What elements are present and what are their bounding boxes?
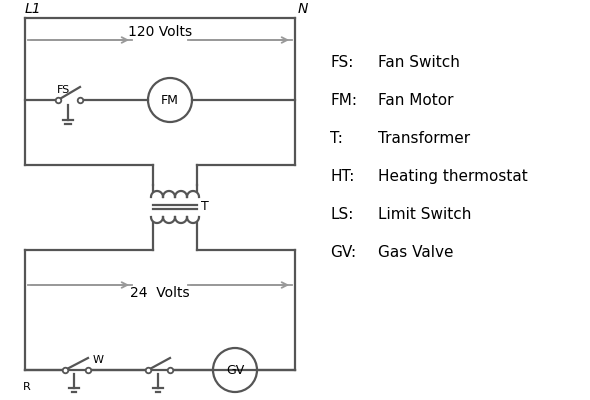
Text: 120 Volts: 120 Volts <box>128 25 192 39</box>
Text: N: N <box>298 2 309 16</box>
Text: Fan Motor: Fan Motor <box>378 93 454 108</box>
Text: 24  Volts: 24 Volts <box>130 286 190 300</box>
Text: HT:: HT: <box>330 169 355 184</box>
Text: FS: FS <box>57 85 70 95</box>
Text: Gas Valve: Gas Valve <box>378 245 454 260</box>
Text: Fan Switch: Fan Switch <box>378 55 460 70</box>
Text: T: T <box>201 200 209 214</box>
Text: GV:: GV: <box>330 245 356 260</box>
Text: W: W <box>93 355 104 365</box>
Text: L1: L1 <box>25 2 42 16</box>
Text: GV: GV <box>226 364 244 376</box>
Text: Heating thermostat: Heating thermostat <box>378 169 527 184</box>
Text: FM: FM <box>161 94 179 106</box>
Text: LS:: LS: <box>330 207 353 222</box>
Text: Limit Switch: Limit Switch <box>378 207 471 222</box>
Text: T:: T: <box>330 131 343 146</box>
Text: FM:: FM: <box>330 93 357 108</box>
Text: R: R <box>23 382 31 392</box>
Text: FS:: FS: <box>330 55 353 70</box>
Text: Transformer: Transformer <box>378 131 470 146</box>
